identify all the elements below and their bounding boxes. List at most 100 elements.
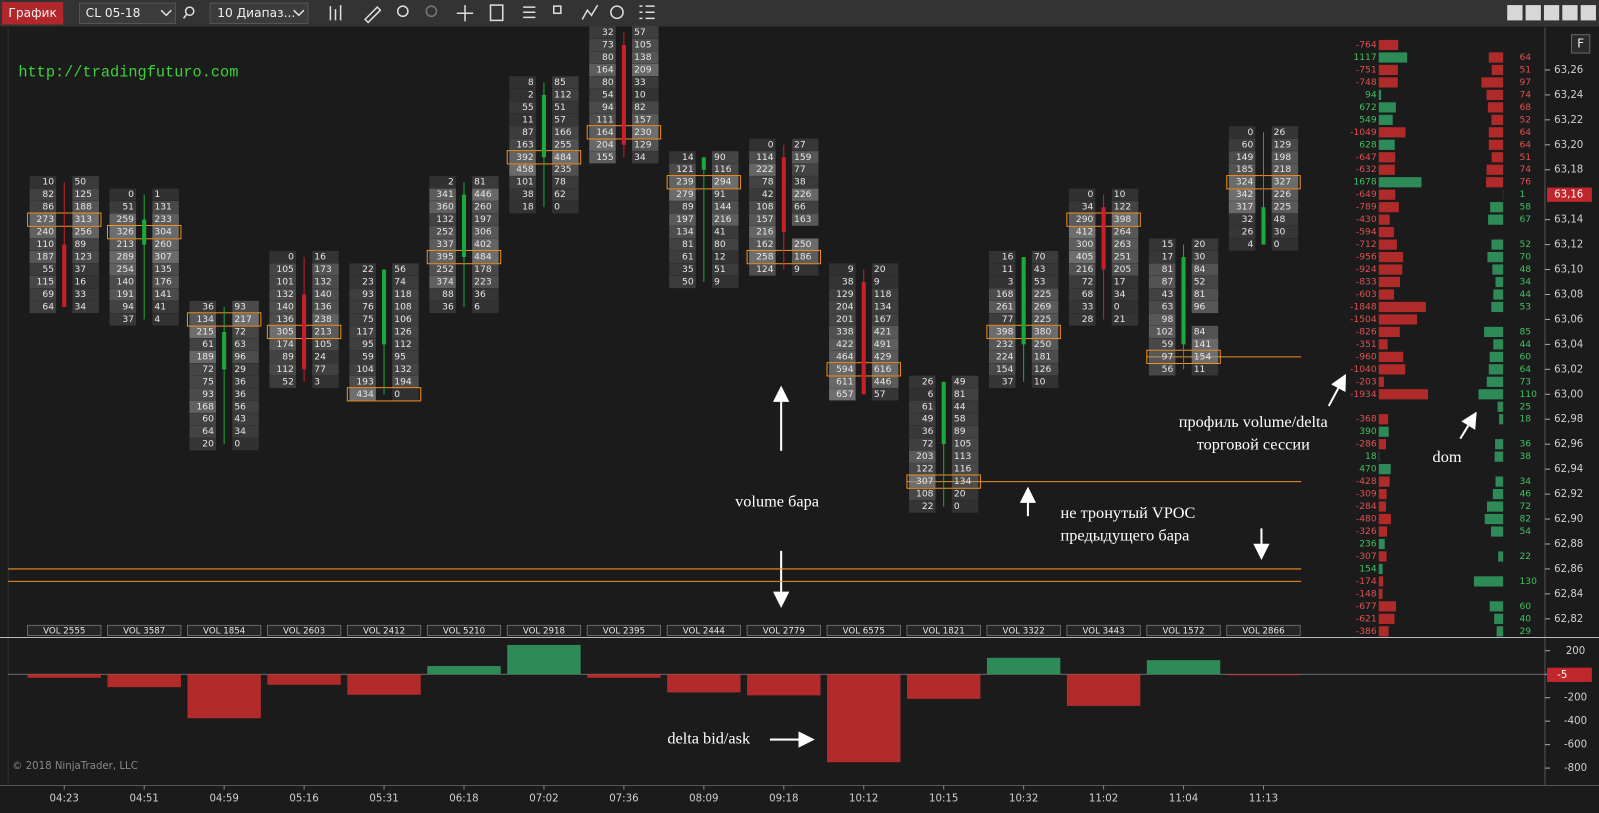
delta-bar xyxy=(427,666,501,675)
templates-icon[interactable] xyxy=(523,6,536,19)
dom-bar xyxy=(1486,501,1504,512)
bid-cell xyxy=(1068,250,1096,264)
delta-tick-label: -400 xyxy=(1564,716,1587,727)
ask-cell xyxy=(632,63,659,77)
bid-cell xyxy=(109,250,137,264)
profile-delta: -1504 xyxy=(1350,314,1377,325)
bid-cell xyxy=(909,450,936,463)
pencil-icon[interactable] xyxy=(363,6,382,24)
panel-button-label[interactable]: F xyxy=(1577,36,1584,50)
instrument-label[interactable]: CL 05-18 xyxy=(86,6,141,20)
dom-size: 73 xyxy=(1519,376,1531,387)
bid-volume: 412 xyxy=(1076,227,1093,238)
zoom-out-icon[interactable] xyxy=(425,5,438,18)
ask-cell xyxy=(1271,176,1299,189)
zoom-in-icon[interactable] xyxy=(396,5,409,18)
close-button[interactable] xyxy=(1580,5,1596,21)
toolbar-icons[interactable] xyxy=(329,4,655,24)
ask-cell xyxy=(72,201,99,214)
ask-volume: 36 xyxy=(234,376,246,387)
ask-cell xyxy=(152,288,179,301)
chart-button[interactable] xyxy=(2,2,64,25)
bid-cell xyxy=(988,275,1016,289)
volume-label: VOL 5210 xyxy=(443,626,485,636)
bid-cell xyxy=(1228,213,1256,226)
profile-bar xyxy=(1378,251,1404,263)
bid-volume: 101 xyxy=(276,277,293,288)
ask-volume: 0 xyxy=(394,389,400,400)
ask-volume: 9 xyxy=(714,277,720,288)
ask-cell xyxy=(1191,238,1219,251)
instrument-dropdown[interactable] xyxy=(79,2,176,24)
dom-bar xyxy=(1484,513,1504,525)
crosshair-icon[interactable] xyxy=(456,5,474,22)
ask-cell xyxy=(232,400,259,413)
bid-volume: 34 xyxy=(1082,202,1094,213)
restore-button[interactable] xyxy=(1525,5,1541,21)
bid-cell xyxy=(1148,363,1176,376)
bid-volume: 77 xyxy=(1002,314,1014,325)
ask-cell xyxy=(312,363,339,376)
strategies-icon[interactable] xyxy=(552,5,562,15)
delta-bar xyxy=(587,674,661,678)
delta-bar xyxy=(1146,660,1221,675)
ask-volume: 398 xyxy=(1114,214,1132,225)
bid-cell xyxy=(429,300,456,314)
reload-icon[interactable] xyxy=(610,5,624,20)
profile-delta: 470 xyxy=(1359,464,1377,475)
bar-type-label[interactable]: 10 Диапаз... xyxy=(217,6,295,20)
ask-cell xyxy=(1191,338,1219,351)
search-icon[interactable] xyxy=(184,6,195,17)
bid-cell xyxy=(349,375,376,388)
candle-body xyxy=(382,269,387,345)
bid-cell xyxy=(909,438,936,451)
ask-cell xyxy=(312,250,339,264)
volume-label-box xyxy=(826,624,901,636)
ask-cell xyxy=(72,226,99,239)
ask-cell xyxy=(871,338,899,351)
bid-volume: 342 xyxy=(1236,189,1253,200)
bid-cell xyxy=(109,188,137,201)
maximize-button[interactable] xyxy=(1543,5,1560,21)
ask-volume: 260 xyxy=(474,202,492,213)
chart-button-label[interactable]: График xyxy=(8,6,56,20)
dom-size: 97 xyxy=(1519,77,1531,88)
bid-volume: 23 xyxy=(362,277,374,288)
list-icon[interactable] xyxy=(639,5,655,20)
window-buttons[interactable] xyxy=(1507,5,1596,21)
restore-down-button[interactable] xyxy=(1562,5,1578,21)
profile-bar xyxy=(1378,127,1406,138)
minimize-button[interactable] xyxy=(1507,5,1523,21)
ask-volume: 34 xyxy=(634,152,646,163)
price-tick-label: 63,26 xyxy=(1554,65,1583,76)
bid-volume: 22 xyxy=(922,501,934,512)
bid-cell xyxy=(269,313,296,326)
ask-cell xyxy=(472,238,499,251)
panel-button[interactable] xyxy=(1570,34,1591,54)
ask-volume: 80 xyxy=(714,239,726,250)
bid-volume: 117 xyxy=(356,326,374,337)
dom-bar xyxy=(1490,202,1504,213)
bid-cell xyxy=(29,288,57,301)
delta-bar xyxy=(507,644,581,675)
annotation: volume бара xyxy=(735,492,820,511)
ask-volume: 380 xyxy=(1034,326,1052,337)
bid-cell xyxy=(269,363,296,376)
ask-cell xyxy=(392,313,419,326)
properties-icon[interactable] xyxy=(489,4,504,22)
bars-icon[interactable] xyxy=(329,5,342,21)
bid-volume: 86 xyxy=(42,202,54,213)
profile-delta: 154 xyxy=(1359,563,1377,574)
bar-type-dropdown[interactable] xyxy=(209,2,309,24)
bid-cell xyxy=(1068,188,1096,201)
profile-bar xyxy=(1378,526,1388,537)
drawing-icon[interactable] xyxy=(581,4,599,20)
dom-bar xyxy=(1491,526,1504,537)
bid-cell xyxy=(349,325,376,339)
ask-cell xyxy=(1031,350,1059,363)
bid-volume: 38 xyxy=(842,277,854,288)
bid-volume: 162 xyxy=(756,239,773,250)
dom-bar xyxy=(1495,476,1504,487)
delta-bar xyxy=(1066,674,1141,706)
ask-volume: 0 xyxy=(1274,239,1280,250)
